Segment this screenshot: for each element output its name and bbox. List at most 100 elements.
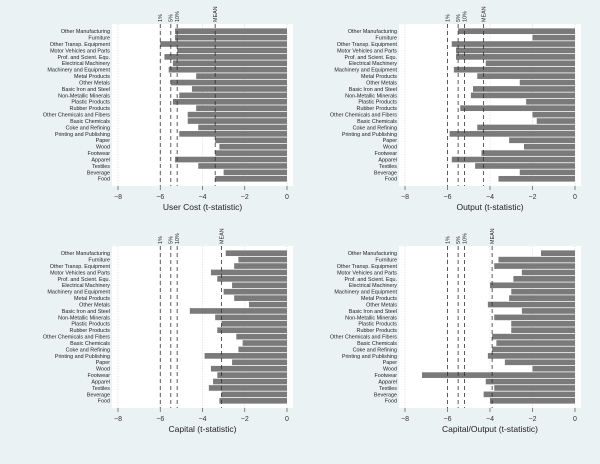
bar <box>458 28 575 35</box>
bar <box>498 256 575 263</box>
bar <box>219 143 287 150</box>
category-label: Motor Vehicles and Parts <box>50 48 110 54</box>
reference-line-label: 10% <box>175 11 181 22</box>
bar <box>189 308 287 314</box>
category-label: Non-Metallic Minerals <box>58 93 110 99</box>
bar <box>217 327 287 334</box>
bar <box>451 156 575 163</box>
bar <box>172 98 287 105</box>
category-label: Beverage <box>374 392 397 398</box>
bar <box>456 47 575 54</box>
x-tick-label: −8 <box>401 416 409 423</box>
category-label: Other Metals <box>79 302 110 308</box>
x-tick-label: 0 <box>573 416 577 423</box>
category-label: Coke and Refining <box>353 125 397 131</box>
bar <box>519 169 575 176</box>
x-tick-label: −2 <box>241 416 249 423</box>
category-label: Food <box>385 399 397 405</box>
bar <box>217 372 287 378</box>
category-label: Other Manufacturing <box>348 251 397 257</box>
category-label: Other Transp. Equipment <box>337 42 398 48</box>
bar <box>532 34 575 41</box>
category-label: Electrical Machinery <box>349 61 398 67</box>
bar <box>487 353 575 359</box>
category-label: Motor Vehicles and Parts <box>50 270 110 276</box>
category-label: Rubber Products <box>357 328 398 334</box>
x-tick-label: −6 <box>156 194 164 201</box>
category-label: Food <box>98 177 110 183</box>
category-label: Non-Metallic Minerals <box>345 315 397 321</box>
category-label: Other Chemicals and Fibers <box>43 335 110 341</box>
bar <box>223 288 287 295</box>
category-label: Machinery and Equipment <box>334 290 397 296</box>
bar <box>187 118 287 124</box>
category-label: Electrical Machinery <box>62 283 111 289</box>
bar <box>422 372 575 378</box>
category-label: Furniture <box>88 258 110 264</box>
category-label: Rubber Products <box>357 106 398 112</box>
bar <box>208 385 287 391</box>
category-label: Wood <box>96 145 110 151</box>
bar <box>191 86 287 92</box>
category-label: Other Chemicals and Fibers <box>330 335 397 341</box>
bar <box>238 346 287 353</box>
bar <box>473 86 575 92</box>
category-label: Paper <box>96 360 111 366</box>
x-axis-title: Capital (t-statistic) <box>168 424 236 434</box>
category-label: Food <box>385 177 397 183</box>
bar <box>513 276 575 282</box>
bar <box>215 175 287 182</box>
category-label: Other Metals <box>366 302 397 308</box>
category-label: Non-Metallic Minerals <box>58 315 110 321</box>
category-label: Apparel <box>91 379 110 385</box>
bar <box>232 359 287 366</box>
bar <box>179 131 287 137</box>
category-label: Motor Vehicles and Parts <box>337 48 397 54</box>
category-label: Printing and Publishing <box>55 354 110 360</box>
bar <box>242 340 287 346</box>
reference-line-label: 10% <box>175 233 181 244</box>
x-tick-label: −4 <box>199 416 207 423</box>
bar <box>198 163 287 169</box>
x-axis-title: Output (t-statistic) <box>456 202 523 212</box>
category-label: Plastic Products <box>358 322 397 328</box>
bar <box>477 124 575 131</box>
x-tick-label: −2 <box>529 416 537 423</box>
reference-line-label: 1% <box>158 14 164 22</box>
bar <box>536 118 575 124</box>
reference-line-label: 1% <box>158 236 164 244</box>
category-label: Footwear <box>375 151 398 157</box>
category-label: Basic Chemicals <box>357 341 397 347</box>
category-label: Basic Iron and Steel <box>349 87 397 93</box>
bar <box>494 314 575 321</box>
category-label: Other Chemicals and Fibers <box>330 113 397 119</box>
bar <box>490 282 575 289</box>
bar <box>504 359 575 366</box>
bar <box>521 308 575 314</box>
bar <box>509 295 575 301</box>
bar <box>215 314 287 321</box>
category-label: Other Metals <box>366 80 397 86</box>
category-label: Coke and Refining <box>353 347 397 353</box>
category-label: Other Transp. Equipment <box>50 264 111 270</box>
category-label: Plastic Products <box>71 100 110 106</box>
bar <box>215 150 287 156</box>
bar <box>168 66 287 73</box>
category-label: Furniture <box>88 36 110 42</box>
bar <box>541 250 575 257</box>
category-label: Metal Products <box>74 74 110 80</box>
category-label: Printing and Publishing <box>342 132 397 138</box>
bar <box>460 105 575 112</box>
bar <box>179 92 287 99</box>
category-label: Apparel <box>378 157 397 163</box>
category-label: Beverage <box>87 170 110 176</box>
bar <box>225 250 287 257</box>
x-tick-label: −8 <box>114 194 122 201</box>
bar <box>511 327 575 334</box>
bar <box>175 28 287 35</box>
bar <box>526 98 575 105</box>
bar <box>485 60 575 67</box>
category-label: Paper <box>96 138 111 144</box>
category-label: Beverage <box>87 392 110 398</box>
category-label: Rubber Products <box>70 106 111 112</box>
